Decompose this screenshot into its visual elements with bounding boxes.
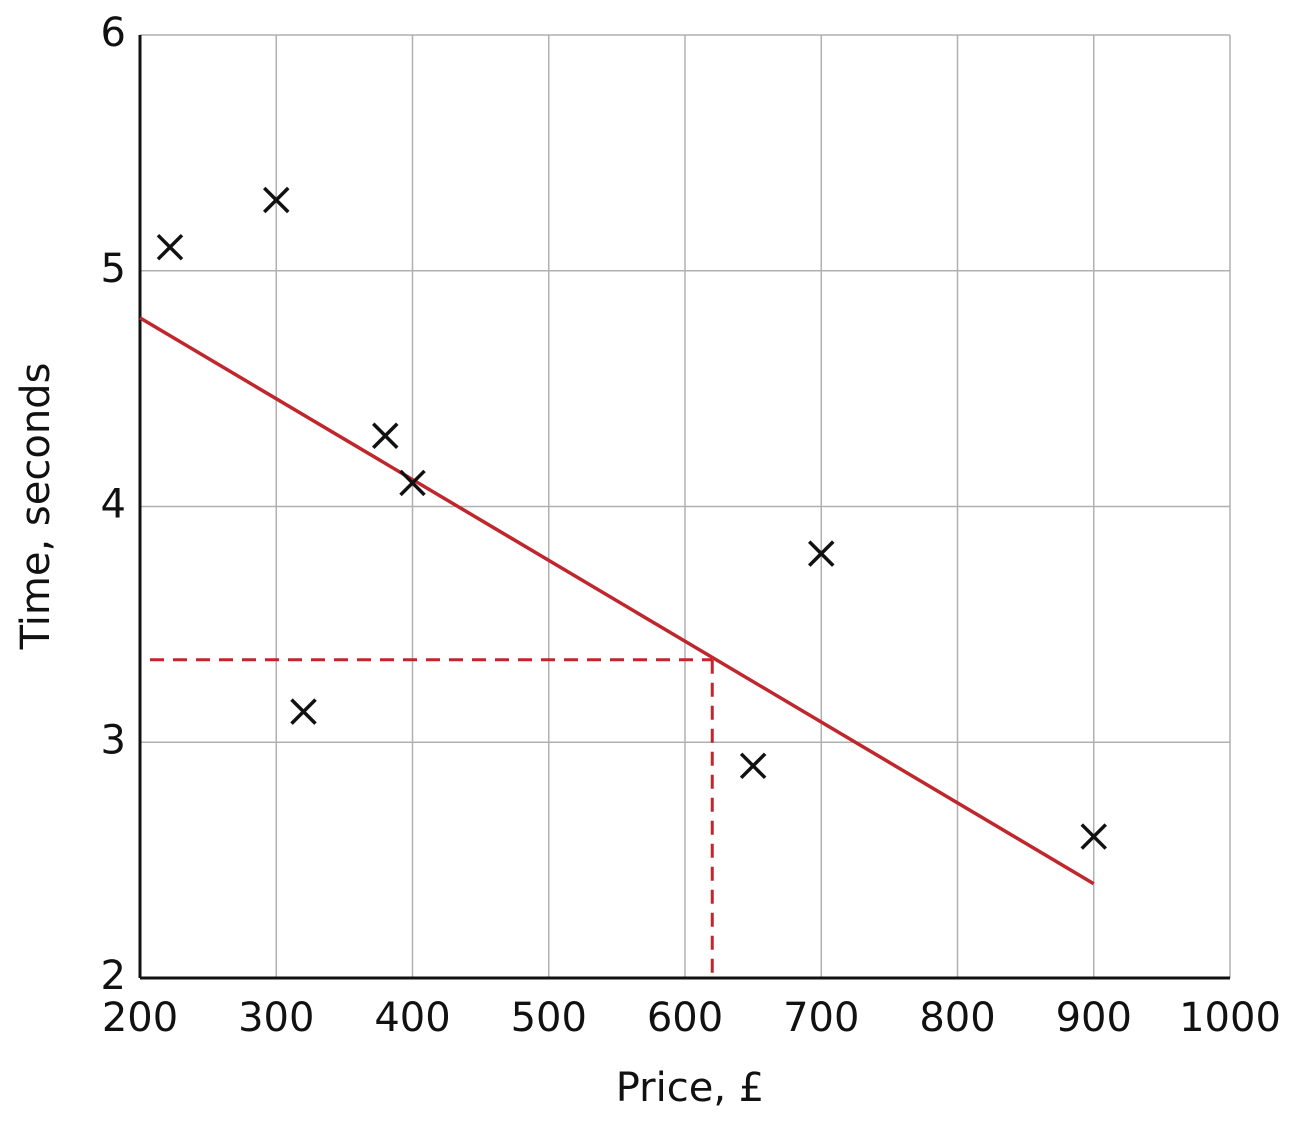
y-tick-label: 5 [101,246,126,292]
x-tick-label: 700 [783,995,859,1041]
x-tick-label: 900 [1056,995,1132,1041]
point [156,233,184,261]
point [739,752,767,780]
point [1080,823,1107,850]
x-tick-label: 800 [919,995,995,1041]
point-stroke [156,233,184,261]
y-tick-label: 3 [101,717,126,763]
x-tick-label: 600 [647,995,723,1041]
point-stroke [290,698,317,725]
y-axis-label: Time, seconds [13,363,59,651]
y-tick-label: 4 [101,482,126,528]
x-tick-label: 300 [238,995,314,1041]
point-stroke [1080,823,1107,850]
point-stroke [399,469,426,497]
x-tick-label: 1000 [1179,995,1281,1041]
x-tick-label: 200 [102,995,178,1041]
point-stroke [739,752,767,780]
point-stroke [808,540,835,567]
point [372,422,399,450]
point-stroke [372,422,399,450]
y-tick-label: 2 [101,953,126,999]
point [263,186,290,214]
point-stroke [263,186,290,214]
x-tick-label: 400 [374,995,450,1041]
y-tick-label: 6 [101,10,126,56]
x-axis-label: Price, £ [616,1065,764,1111]
x-tick-label: 500 [511,995,587,1041]
point [290,698,317,725]
point [808,540,835,567]
point [399,469,426,497]
trend-line [139,316,1095,886]
